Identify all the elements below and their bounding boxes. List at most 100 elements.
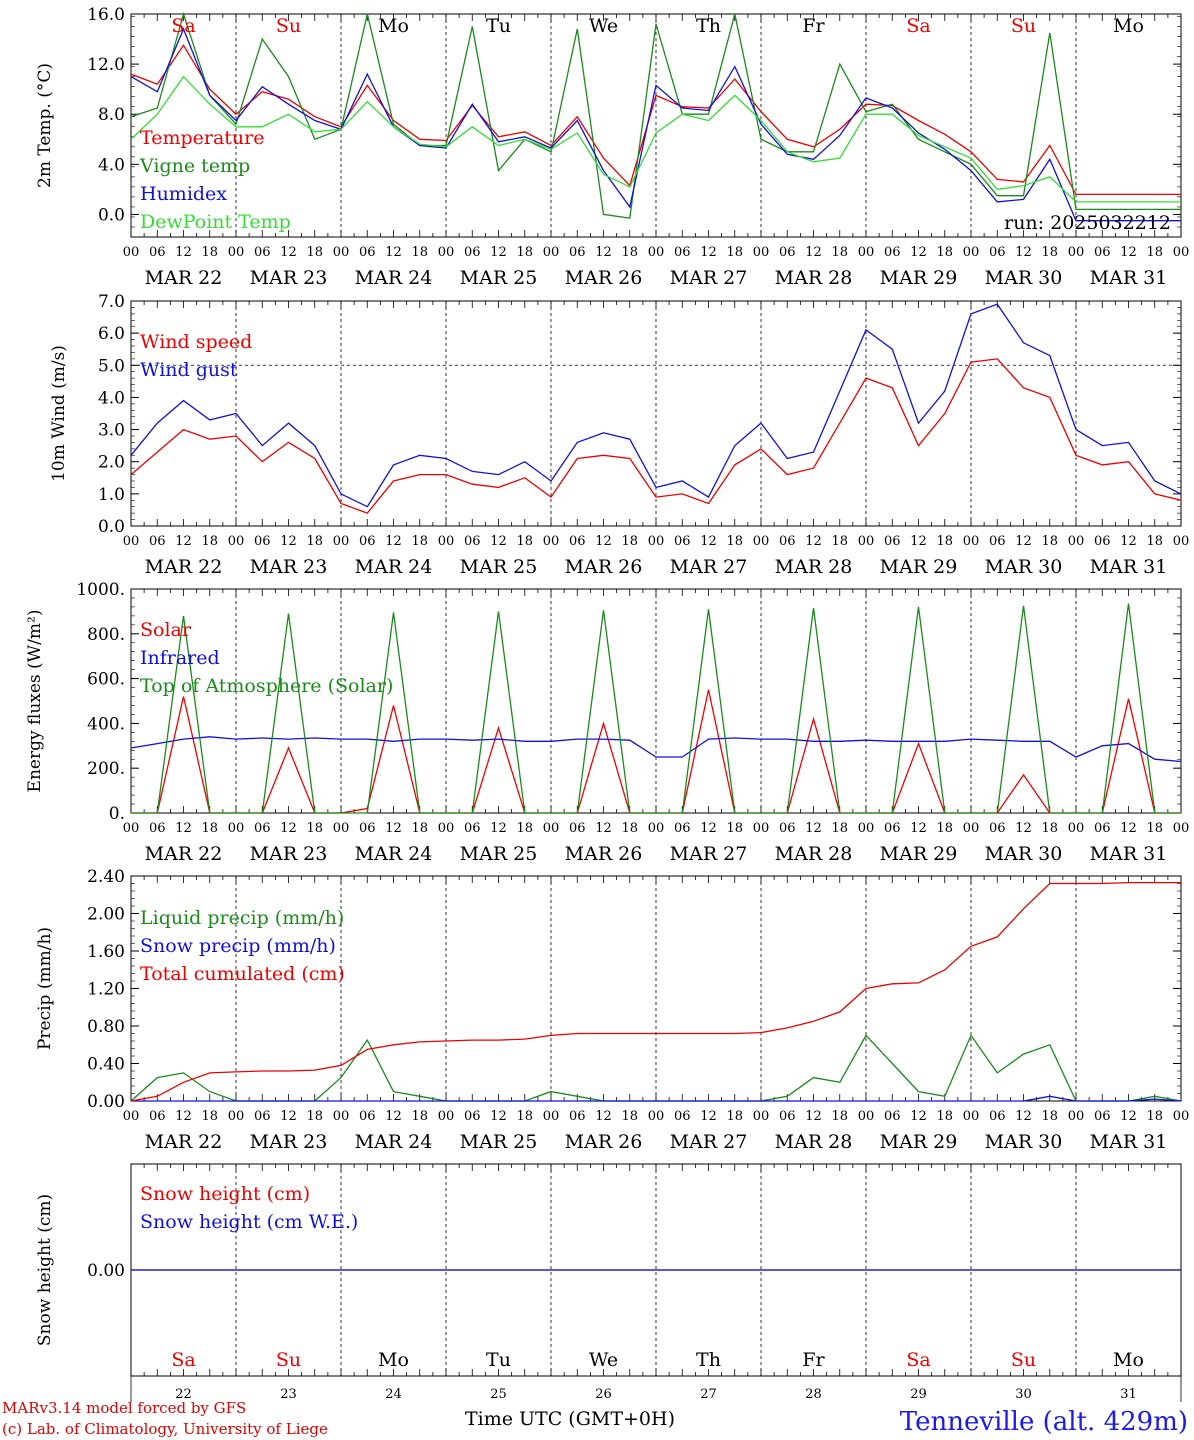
date-label: MAR 23 xyxy=(250,556,328,578)
hour-tick-label: 00 xyxy=(123,821,140,836)
hour-tick-label: 12 xyxy=(805,534,822,549)
hour-tick-label: 18 xyxy=(516,534,533,549)
hour-tick-label: 00 xyxy=(1068,1109,1085,1124)
weekday-label: Su xyxy=(276,1349,301,1371)
hour-tick-label: 12 xyxy=(700,821,717,836)
panel-4: 0.00 0.40 0.80 1.20 1.60 2.00 2.40 Precip (mm/h… xyxy=(35,867,1189,1153)
hour-tick-label: 06 xyxy=(149,245,166,260)
hour-tick-label: 12 xyxy=(280,821,297,836)
hour-tick-label: 12 xyxy=(175,1109,192,1124)
y-axis-title: 2m Temp. (°C) xyxy=(35,63,55,188)
hour-tick-label: 18 xyxy=(1146,1109,1163,1124)
hour-tick-label: 12 xyxy=(595,245,612,260)
hour-tick-label: 12 xyxy=(1015,245,1032,260)
hour-tick-label: 12 xyxy=(490,245,507,260)
y-tick-label: 2.00 xyxy=(87,905,125,925)
legend-entry: DewPoint Temp xyxy=(140,211,291,233)
hour-tick-label: 00 xyxy=(963,534,980,549)
hour-tick-label: 00 xyxy=(1068,821,1085,836)
legend-entry: Total cumulated (cm) xyxy=(140,963,345,985)
hour-tick-label: 00 xyxy=(543,534,560,549)
panel-frame xyxy=(130,300,1182,527)
legend-entry: Vigne temp xyxy=(139,155,250,177)
panel-5: 0.00 Snow height (cm) Snow height (cm) Snow… xyxy=(35,1163,1182,1402)
y-axis-title: Precip (mm/h) xyxy=(35,927,55,1050)
day-number-label: 23 xyxy=(280,1387,297,1402)
hour-tick-label: 18 xyxy=(831,821,848,836)
series-line-total-cumulated-cm- xyxy=(130,881,1181,1102)
hour-tick-label: 06 xyxy=(569,821,586,836)
legend-entry: Infrared xyxy=(140,647,220,669)
hour-tick-label: 18 xyxy=(201,245,218,260)
hour-tick-label: 00 xyxy=(1068,245,1085,260)
y-tick-label: 0.00 xyxy=(87,1261,125,1281)
hour-tick-label: 00 xyxy=(543,245,560,260)
hour-tick-label: 12 xyxy=(910,1109,927,1124)
hour-tick-label: 06 xyxy=(1094,821,1111,836)
panel-2: 0.0 1.0 2.0 3.0 4.0 5.0 6.0 7.0 10m Wind (m/s) Wi… xyxy=(49,292,1189,578)
hour-tick-label: 12 xyxy=(385,245,402,260)
hour-tick-label: 00 xyxy=(228,821,245,836)
legend-entry: Solar xyxy=(140,619,192,641)
date-label: MAR 22 xyxy=(145,267,223,289)
hour-tick-label: 18 xyxy=(306,245,323,260)
date-label: MAR 27 xyxy=(670,556,748,578)
hour-tick-label: 00 xyxy=(1068,534,1085,549)
y-tick-label: 16.0 xyxy=(87,5,125,25)
hour-tick-label: 12 xyxy=(910,821,927,836)
hour-tick-label: 06 xyxy=(464,245,481,260)
hour-tick-label: 18 xyxy=(306,821,323,836)
hour-tick-label: 12 xyxy=(910,534,927,549)
hour-tick-label: 12 xyxy=(805,821,822,836)
hour-tick-label: 12 xyxy=(280,534,297,549)
hour-tick-label: 06 xyxy=(254,245,271,260)
hour-tick-label: 00 xyxy=(438,245,455,260)
hour-tick-label: 06 xyxy=(254,821,271,836)
hour-tick-label: 00 xyxy=(963,1109,980,1124)
hour-tick-label: 18 xyxy=(411,821,428,836)
legend-entry: Liquid precip (mm/h) xyxy=(140,907,344,929)
hour-tick-label: 12 xyxy=(1120,1109,1137,1124)
legend-entry: Humidex xyxy=(140,183,227,205)
hour-tick-label: 06 xyxy=(989,821,1006,836)
hour-tick-label: 06 xyxy=(989,1109,1006,1124)
date-label: MAR 26 xyxy=(565,267,643,289)
hour-tick-label: 00 xyxy=(333,1109,350,1124)
hour-tick-label: 12 xyxy=(1015,1109,1032,1124)
y-tick-label: 7.0 xyxy=(98,292,125,312)
legend-entry: Snow height (cm W.E.) xyxy=(140,1211,358,1233)
hour-tick-label: 06 xyxy=(149,534,166,549)
date-label: MAR 27 xyxy=(670,843,748,865)
hour-tick-label: 00 xyxy=(333,245,350,260)
hour-tick-label: 06 xyxy=(884,245,901,260)
y-tick-label: 0.80 xyxy=(87,1017,125,1037)
hour-tick-label: 06 xyxy=(674,1109,691,1124)
weekday-label: Su xyxy=(276,15,301,37)
hour-tick-label: 00 xyxy=(858,1109,875,1124)
hour-tick-label: 18 xyxy=(201,1109,218,1124)
hour-tick-label: 18 xyxy=(621,245,638,260)
date-label: MAR 25 xyxy=(460,843,538,865)
y-tick-label: 4.0 xyxy=(98,388,125,408)
date-label: MAR 30 xyxy=(985,556,1063,578)
day-number-label: 31 xyxy=(1120,1387,1137,1402)
y-tick-label: 1.20 xyxy=(87,980,125,1000)
date-label: MAR 28 xyxy=(775,843,853,865)
hour-tick-label: 06 xyxy=(254,1109,271,1124)
hour-tick-label: 12 xyxy=(805,245,822,260)
hour-tick-label: 06 xyxy=(254,534,271,549)
hour-tick-label: 12 xyxy=(1015,821,1032,836)
hour-tick-label: 12 xyxy=(175,821,192,836)
hour-tick-label: 12 xyxy=(1120,534,1137,549)
hour-tick-label: 18 xyxy=(1146,534,1163,549)
weekday-label: Fr xyxy=(802,1349,825,1371)
hour-tick-label: 00 xyxy=(543,821,560,836)
hour-tick-label: 18 xyxy=(831,534,848,549)
weekday-label: Tu xyxy=(486,1349,511,1371)
hour-tick-label: 00 xyxy=(858,534,875,549)
weekday-label: Fr xyxy=(802,15,825,37)
hour-tick-label: 18 xyxy=(831,1109,848,1124)
hour-tick-label: 18 xyxy=(516,1109,533,1124)
hour-tick-label: 00 xyxy=(648,534,665,549)
hour-tick-label: 06 xyxy=(569,1109,586,1124)
